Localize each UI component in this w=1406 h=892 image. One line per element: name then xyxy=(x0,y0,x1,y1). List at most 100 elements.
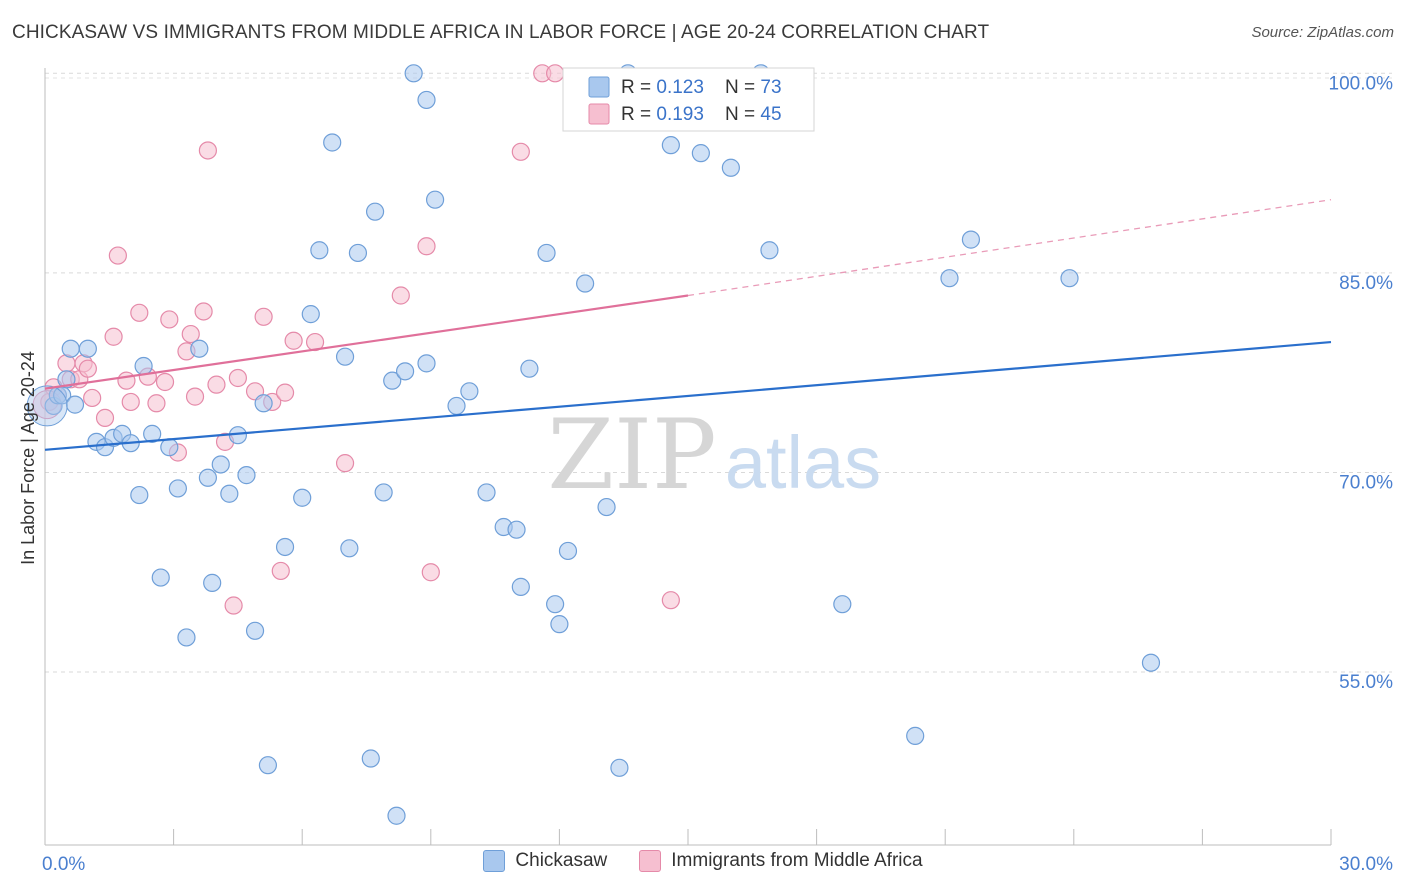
source-label: Source: ZipAtlas.com xyxy=(1251,24,1394,41)
data-point-chickasaw xyxy=(237,466,256,485)
y-tick-label: 85.0% xyxy=(1339,273,1393,294)
data-point-chickasaw xyxy=(940,269,959,288)
y-tick-label: 100.0% xyxy=(1329,73,1394,94)
data-point-chickasaw xyxy=(550,615,569,634)
data-point-chickasaw xyxy=(1141,653,1161,672)
data-point-chickasaw xyxy=(597,497,616,517)
data-point-chickasaw xyxy=(558,541,578,561)
data-point-chickasaw xyxy=(387,806,406,825)
data-point-chickasaw xyxy=(177,628,196,647)
trend-lines xyxy=(44,199,1332,451)
data-point-immigrants xyxy=(130,303,149,322)
data-point-immigrants xyxy=(194,302,213,321)
data-point-chickasaw xyxy=(78,339,97,358)
data-point-chickasaw xyxy=(365,202,385,221)
legend-item-immigrants[interactable]: Immigrants from Middle Africa xyxy=(639,850,923,872)
tick-labels: 55.0% 70.0% 85.0% 100.0% 0.0% 30.0% xyxy=(42,73,1393,875)
data-point-chickasaw xyxy=(151,568,170,587)
legend-swatch-chickasaw xyxy=(483,850,506,872)
data-point-chickasaw xyxy=(160,438,179,457)
data-point-chickasaw xyxy=(507,520,526,539)
legend-r-label: R = xyxy=(621,77,656,98)
data-point-chickasaw xyxy=(610,758,629,777)
data-point-immigrants xyxy=(181,324,200,344)
data-point-immigrants xyxy=(275,383,295,402)
data-point-immigrants xyxy=(271,561,290,581)
data-point-chickasaw xyxy=(511,577,530,596)
legend-n-value-chickasaw: 73 xyxy=(760,77,781,98)
data-point-immigrants xyxy=(117,371,136,390)
trend-line-immigrants xyxy=(44,294,689,390)
data-point-chickasaw xyxy=(417,90,436,110)
trend-line-immigrants-extension xyxy=(687,199,1332,297)
y-tick-label: 55.0% xyxy=(1339,672,1393,693)
data-point-chickasaw xyxy=(383,371,402,390)
data-point-chickasaw xyxy=(340,539,359,558)
series-chickasaw-points xyxy=(26,64,1161,825)
data-point-immigrants xyxy=(108,246,127,265)
data-point-chickasaw xyxy=(374,483,393,502)
data-point-immigrants xyxy=(155,372,175,392)
data-point-chickasaw xyxy=(168,479,187,498)
y-axis-label: In Labor Force | Age 20-24 xyxy=(18,351,38,565)
data-point-immigrants xyxy=(78,359,97,378)
data-point-chickasaw xyxy=(258,756,278,775)
data-point-chickasaw xyxy=(310,241,329,260)
data-point-chickasaw xyxy=(198,468,217,487)
data-point-chickasaw xyxy=(691,144,710,163)
svg-text:R = 0.193: R = 0.193 xyxy=(621,104,704,125)
legend-n-label: N = xyxy=(725,104,760,125)
data-point-immigrants xyxy=(160,310,179,329)
data-point-immigrants xyxy=(511,142,530,161)
data-point-immigrants xyxy=(228,368,247,388)
y-tick-label: 70.0% xyxy=(1339,472,1393,493)
data-point-immigrants xyxy=(335,454,355,473)
data-point-chickasaw xyxy=(65,395,85,414)
data-point-chickasaw xyxy=(404,64,423,83)
data-point-chickasaw xyxy=(576,274,595,293)
data-point-chickasaw xyxy=(661,136,680,155)
data-point-chickasaw xyxy=(220,484,239,503)
data-point-immigrants xyxy=(185,387,205,406)
chart-title: CHICKASAW VS IMMIGRANTS FROM MIDDLE AFRI… xyxy=(12,22,990,43)
data-point-immigrants xyxy=(95,408,115,428)
data-point-chickasaw xyxy=(537,243,556,263)
legend-r-label: R = xyxy=(621,104,656,125)
data-point-immigrants xyxy=(417,237,436,256)
legend-item-chickasaw[interactable]: Chickasaw xyxy=(483,850,607,872)
axes xyxy=(44,68,1332,846)
data-point-chickasaw xyxy=(417,354,436,373)
data-point-chickasaw xyxy=(425,190,445,209)
data-point-immigrants xyxy=(254,307,273,326)
data-point-immigrants xyxy=(121,392,140,412)
data-point-chickasaw xyxy=(293,488,312,507)
data-point-chickasaw xyxy=(254,394,273,413)
data-point-chickasaw xyxy=(323,133,342,152)
data-point-chickasaw xyxy=(460,382,479,401)
data-point-chickasaw xyxy=(906,726,925,745)
data-point-chickasaw xyxy=(301,305,320,324)
data-point-chickasaw xyxy=(546,595,565,614)
data-point-chickasaw xyxy=(721,158,740,177)
watermark-atlas: atlas xyxy=(725,421,881,504)
gridlines xyxy=(45,72,1392,673)
data-point-immigrants xyxy=(147,394,166,413)
data-point-chickasaw xyxy=(143,424,162,443)
data-point-immigrants xyxy=(198,141,217,160)
series-legend: Chickasaw Immigrants from Middle Africa xyxy=(0,850,1406,872)
svg-text:N = 45: N = 45 xyxy=(725,104,782,125)
data-point-chickasaw xyxy=(134,356,153,376)
trend-line-chickasaw xyxy=(44,340,1332,451)
legend-n-label: N = xyxy=(725,77,760,98)
data-point-chickasaw xyxy=(760,241,779,260)
x-tick-label: 30.0% xyxy=(1339,854,1393,875)
data-point-immigrants xyxy=(391,286,410,305)
x-tick-label: 0.0% xyxy=(42,854,85,875)
legend-swatch-chickasaw xyxy=(588,76,610,98)
series-immigrants-points xyxy=(32,64,680,615)
data-point-chickasaw xyxy=(26,385,68,427)
data-point-chickasaw xyxy=(211,455,230,474)
data-point-chickasaw xyxy=(395,362,415,381)
data-point-immigrants xyxy=(224,596,243,615)
legend-label-chickasaw: Chickasaw xyxy=(515,850,608,871)
